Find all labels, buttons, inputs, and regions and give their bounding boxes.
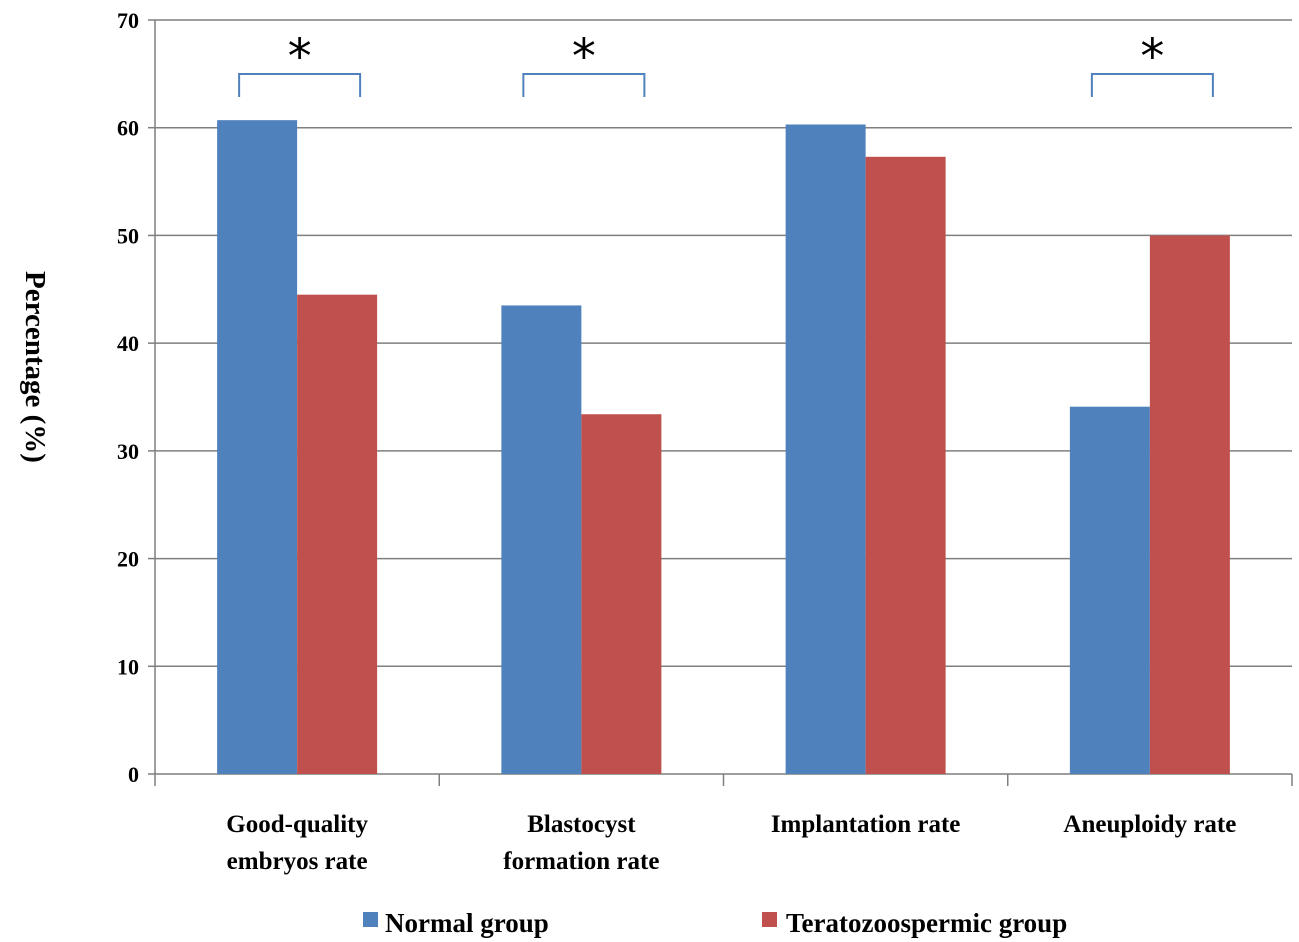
y-tick-label: 50: [117, 223, 139, 248]
significance-star: *: [572, 29, 596, 85]
x-category-label: Blastocyst: [527, 811, 636, 838]
legend-label: Normal group: [385, 908, 549, 938]
y-tick-label: 60: [117, 116, 139, 141]
y-tick-label: 40: [117, 331, 139, 356]
y-axis-label: Percentage (%): [19, 271, 51, 463]
significance-star: *: [288, 29, 312, 85]
bar: [785, 124, 866, 775]
significance-bracket: [1090, 73, 1214, 97]
y-tick-label: 20: [117, 547, 139, 572]
legend-swatch: [762, 912, 777, 927]
legend-swatch: [363, 912, 378, 927]
bar: [297, 294, 378, 774]
significance-star: *: [1140, 29, 1164, 85]
bar: [865, 156, 946, 775]
bar: [217, 120, 298, 774]
legend-label: Teratozoospermic group: [786, 908, 1067, 938]
x-category-label: Good-quality: [226, 811, 368, 838]
x-category-label: Aneuploidy rate: [1063, 811, 1236, 838]
y-tick-label: 30: [117, 439, 139, 464]
bar: [501, 305, 582, 774]
x-category-label: Implantation rate: [771, 811, 961, 838]
x-category-label: formation rate: [503, 848, 659, 875]
significance-bracket: [238, 73, 362, 97]
bar: [1149, 235, 1230, 774]
y-tick-label: 10: [117, 654, 139, 679]
bar: [581, 414, 662, 774]
x-category-label: embryos rate: [227, 848, 368, 875]
y-tick-label: 70: [117, 8, 139, 33]
bar: [1069, 406, 1150, 774]
y-tick-label: 0: [128, 762, 139, 787]
significance-bracket: [522, 73, 646, 97]
